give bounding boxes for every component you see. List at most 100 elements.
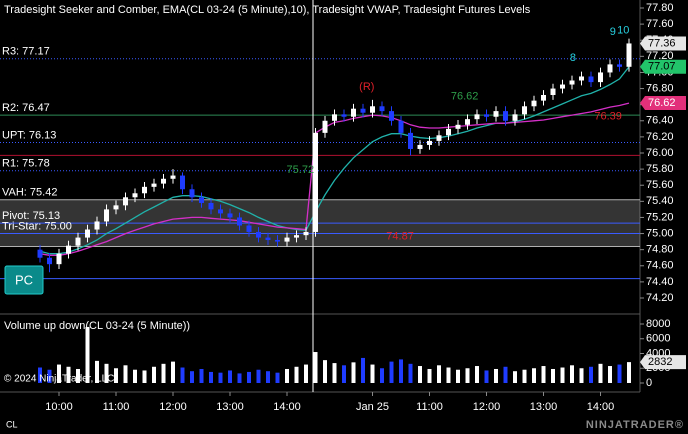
volume-bar [57, 364, 61, 383]
volume-title: Volume up down(CL 03-24 (5 Minute)) [4, 320, 190, 332]
annotation: 74.87 [386, 231, 414, 243]
volume-bar [199, 368, 204, 383]
last-volume-label: 2832 [648, 356, 672, 368]
candle-body [503, 111, 508, 121]
candle-body [408, 132, 413, 149]
volume-bar [294, 366, 299, 383]
volume-bar [627, 362, 631, 383]
volume-bar [532, 368, 536, 383]
volume-bar [256, 369, 261, 383]
x-tick-label: 14:00 [587, 401, 615, 413]
y-tick-label: 76.40 [646, 115, 674, 127]
volume-bar [437, 365, 441, 383]
x-tick-label: 13:00 [530, 401, 558, 413]
level-label: UPT: 76.13 [2, 129, 56, 141]
volume-bar [465, 368, 470, 383]
pc-button[interactable]: PC [4, 265, 44, 295]
candle-body [436, 135, 442, 141]
volume-bar [247, 371, 251, 383]
level-label: VAH: 75.42 [2, 187, 57, 199]
volume-bar [484, 370, 489, 383]
volume-bar [218, 372, 223, 383]
x-tick-label: 13:00 [216, 401, 244, 413]
volume-bar [617, 364, 622, 383]
y-tick-label: 76.00 [646, 147, 674, 159]
candle-body [588, 76, 594, 83]
level-label: R1: 75.78 [2, 158, 50, 170]
volume-bar [418, 366, 422, 383]
instrument: CL [6, 419, 18, 429]
volume-bar [522, 369, 527, 383]
volume-bar [171, 361, 175, 383]
volume-bar [152, 366, 156, 383]
volume-bar [513, 371, 517, 383]
candle-body [370, 106, 375, 113]
y-tick-label: 75.80 [646, 163, 674, 175]
x-tick-label: Jan 25 [356, 401, 389, 413]
volume-bar [323, 360, 327, 383]
candle-body [617, 64, 622, 67]
candle-body [56, 253, 62, 265]
volume-bar [494, 368, 498, 383]
last-price-box [640, 36, 686, 51]
candle-body [256, 231, 261, 238]
candle-body [47, 257, 52, 265]
pc-button-box[interactable] [4, 265, 44, 295]
volume-bar [313, 352, 318, 383]
volume-bar [47, 369, 52, 383]
candle-body [303, 231, 309, 236]
x-tick-label: 11:00 [103, 401, 130, 413]
volume-bar [275, 372, 280, 383]
candle-body [218, 209, 223, 214]
y-tick-label: 76.80 [646, 82, 674, 94]
volume-bar [304, 364, 308, 383]
candle-body [94, 221, 100, 230]
candle-body [560, 84, 565, 89]
candle-body [189, 189, 195, 198]
volume-bar [560, 367, 565, 383]
y-tick-label: 75.00 [646, 227, 674, 239]
volume-bar [370, 364, 375, 383]
candle-body [104, 209, 109, 222]
candle-body [360, 108, 366, 113]
pc-button-label[interactable]: PC [15, 272, 33, 287]
volume-bar [285, 368, 289, 383]
y-tick-label: 74.60 [646, 260, 674, 272]
volume-bar [104, 363, 109, 383]
y-tick-label: 74.80 [646, 244, 674, 256]
candle-body [275, 240, 280, 242]
volume-bar [76, 368, 80, 383]
volume-bar [209, 371, 213, 383]
y-tick-label: 75.40 [646, 195, 674, 207]
candle-body [151, 183, 157, 187]
candle-body [474, 114, 480, 120]
x-tick-label: 11:00 [416, 401, 443, 413]
candle-body [265, 237, 271, 240]
candle-body [550, 88, 556, 95]
volume-bar [351, 362, 356, 383]
chart-title: Tradesight Seeker and Comber, EMA(CL 03-… [4, 4, 531, 16]
level-label: Tri-Star: 75.00 [2, 220, 72, 232]
volume-bar [85, 326, 90, 383]
candle-body [598, 72, 603, 83]
volume-bar [133, 369, 137, 383]
candle-body [332, 114, 337, 121]
volume-bar [456, 369, 460, 383]
candle-body [284, 237, 290, 242]
level-label: R3: 77.17 [2, 46, 50, 58]
y-tick-label: 77.20 [646, 50, 674, 62]
candle-body [142, 186, 147, 194]
candle-body [199, 197, 204, 203]
volume-bar [180, 367, 185, 383]
candle-body [180, 175, 185, 190]
last-volume-box [640, 355, 686, 370]
candle-body [132, 193, 138, 198]
volume-bar [266, 371, 270, 383]
candle-body [512, 114, 518, 121]
indicator-price-box [640, 96, 686, 111]
annotation: 10 [617, 24, 629, 36]
volume-bar [228, 370, 232, 383]
volume-bar [541, 366, 546, 383]
volume-bar [237, 373, 242, 383]
